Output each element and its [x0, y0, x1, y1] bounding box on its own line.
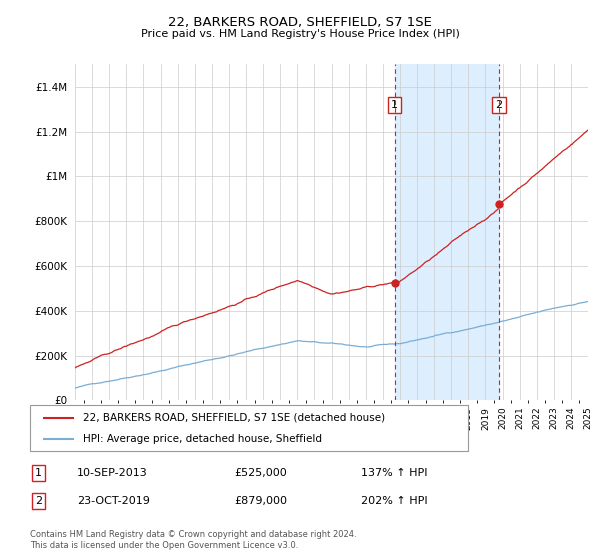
- Text: £525,000: £525,000: [234, 468, 287, 478]
- Text: 22, BARKERS ROAD, SHEFFIELD, S7 1SE (detached house): 22, BARKERS ROAD, SHEFFIELD, S7 1SE (det…: [83, 413, 385, 423]
- Text: Contains HM Land Registry data © Crown copyright and database right 2024.
This d: Contains HM Land Registry data © Crown c…: [30, 530, 356, 549]
- Text: 2: 2: [496, 100, 503, 110]
- Text: 10-SEP-2013: 10-SEP-2013: [77, 468, 148, 478]
- Text: HPI: Average price, detached house, Sheffield: HPI: Average price, detached house, Shef…: [83, 435, 322, 444]
- Text: 137% ↑ HPI: 137% ↑ HPI: [361, 468, 428, 478]
- Bar: [395, 64, 499, 400]
- Text: 2: 2: [35, 496, 42, 506]
- Text: 1: 1: [391, 100, 398, 110]
- Text: Price paid vs. HM Land Registry's House Price Index (HPI): Price paid vs. HM Land Registry's House …: [140, 29, 460, 39]
- Text: 1: 1: [35, 468, 42, 478]
- FancyBboxPatch shape: [30, 405, 468, 451]
- Text: 22, BARKERS ROAD, SHEFFIELD, S7 1SE: 22, BARKERS ROAD, SHEFFIELD, S7 1SE: [168, 16, 432, 29]
- Text: 202% ↑ HPI: 202% ↑ HPI: [361, 496, 428, 506]
- Text: £879,000: £879,000: [234, 496, 287, 506]
- Text: 23-OCT-2019: 23-OCT-2019: [77, 496, 150, 506]
